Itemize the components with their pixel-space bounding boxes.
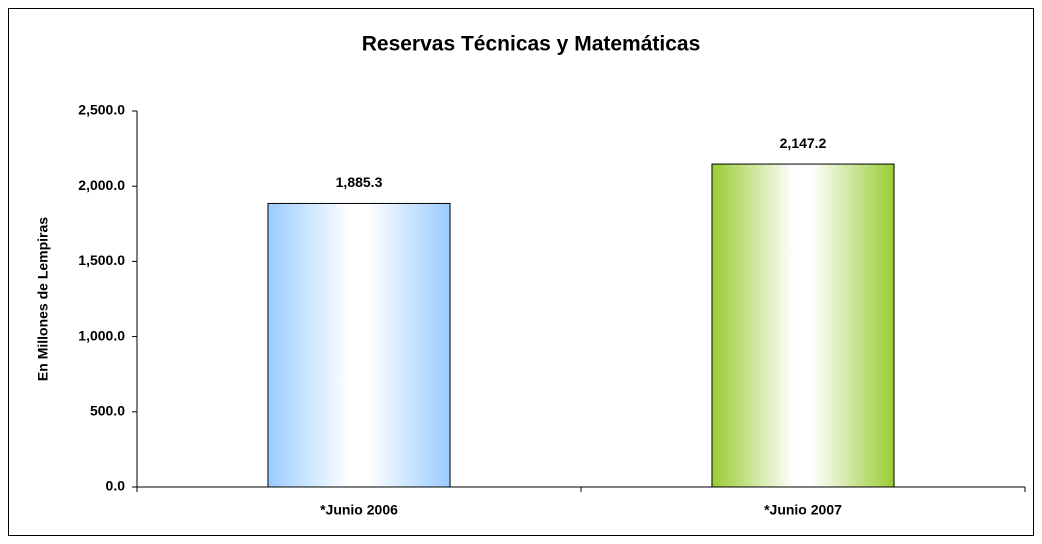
y-tick-label: 500.0: [90, 403, 125, 419]
data-label: 2,147.2: [780, 135, 827, 151]
bar: [711, 163, 895, 488]
y-axis-label: En Millones de Lempiras: [35, 217, 51, 381]
y-tick-label: 1,000.0: [78, 327, 125, 343]
y-tick-label: 2,500.0: [78, 102, 125, 118]
y-tick-label: 0.0: [106, 478, 126, 494]
y-tick-label: 2,000.0: [78, 177, 125, 193]
data-label: 1,885.3: [336, 174, 383, 190]
x-tick-label: *Junio 2007: [764, 502, 842, 518]
chart-title: Reservas Técnicas y Matemáticas: [362, 33, 701, 56]
y-tick-label: 1,500.0: [78, 252, 125, 268]
x-tick-label: *Junio 2006: [320, 502, 398, 518]
bar: [267, 202, 451, 488]
